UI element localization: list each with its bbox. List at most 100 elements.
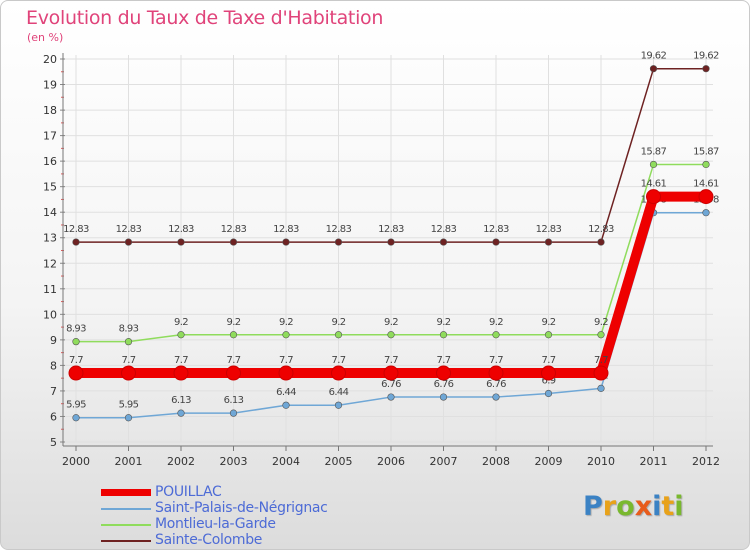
x-tick-label: 2009 bbox=[535, 455, 563, 468]
logo-letter: P bbox=[583, 491, 603, 522]
data-point bbox=[229, 238, 238, 246]
data-label: 12.83 bbox=[273, 224, 299, 235]
data-point bbox=[439, 331, 448, 339]
x-tick-label: 2011 bbox=[640, 455, 668, 468]
data-point bbox=[282, 331, 290, 339]
data-point bbox=[492, 238, 500, 246]
data-label: 15.87 bbox=[693, 146, 719, 157]
y-tick-label: 9 bbox=[50, 334, 57, 347]
series-pouillac: 7.7 7.7 7.7 7.7 7.7 7.7 7.7 7.7 7.7 7.7 7.7 14.61 14… bbox=[68, 179, 720, 381]
data-point bbox=[124, 338, 133, 346]
data-label: 7.7 bbox=[436, 355, 450, 366]
data-label: 7.7 bbox=[594, 355, 608, 366]
data-point bbox=[72, 238, 80, 246]
y-tick-label: 18 bbox=[43, 104, 57, 117]
data-point bbox=[387, 393, 395, 401]
x-tick-label: 2003 bbox=[220, 455, 248, 468]
legend-swatch bbox=[101, 508, 151, 510]
y-tick-label: 17 bbox=[43, 130, 57, 143]
data-point bbox=[331, 365, 346, 381]
data-point bbox=[488, 365, 504, 381]
data-label: 9.2 bbox=[331, 317, 345, 328]
data-label: 14.61 bbox=[693, 179, 719, 190]
data-label: 7.7 bbox=[121, 355, 135, 366]
data-point bbox=[68, 365, 84, 381]
data-point bbox=[124, 414, 133, 422]
legend-swatch bbox=[101, 540, 151, 542]
data-label: 12.83 bbox=[63, 224, 89, 235]
data-point bbox=[649, 160, 658, 169]
series-montlieu-la-garde: 8.93 8.93 9.2 9.2 9.2 9.2 9.2 9.2 9.2 9.2 9.2 15.87… bbox=[66, 146, 720, 346]
data-point bbox=[702, 160, 710, 169]
data-label: 19.62 bbox=[641, 51, 667, 62]
logo-letter: r bbox=[602, 491, 617, 522]
data-label: 8.93 bbox=[66, 324, 86, 335]
data-label: 12.83 bbox=[326, 224, 352, 235]
data-point bbox=[72, 338, 80, 346]
data-point bbox=[278, 365, 294, 381]
y-tick-label: 6 bbox=[50, 410, 57, 423]
data-point bbox=[544, 389, 553, 398]
data-point bbox=[439, 393, 448, 401]
data-label: 6.13 bbox=[171, 395, 191, 406]
data-label: 9.2 bbox=[174, 317, 188, 328]
data-point bbox=[698, 189, 714, 205]
data-point bbox=[702, 65, 710, 73]
y-tick-label: 7 bbox=[50, 385, 57, 398]
data-label: 9.2 bbox=[541, 317, 555, 328]
data-label: 7.7 bbox=[489, 355, 503, 366]
data-label: 9.2 bbox=[384, 317, 398, 328]
data-label: 6.76 bbox=[381, 379, 401, 390]
logo-letter: i bbox=[652, 491, 662, 522]
data-label: 7.7 bbox=[541, 355, 555, 366]
data-point bbox=[177, 409, 185, 417]
data-label: 5.95 bbox=[66, 400, 86, 411]
y-tick-label: 12 bbox=[43, 257, 57, 270]
legend-swatch bbox=[101, 489, 151, 496]
data-label: 9.2 bbox=[226, 317, 240, 328]
data-point bbox=[492, 331, 500, 339]
x-tick-label: 2005 bbox=[325, 455, 353, 468]
y-tick-label: 16 bbox=[43, 155, 57, 168]
data-point bbox=[646, 189, 661, 205]
data-label: 5.95 bbox=[119, 400, 139, 411]
data-point bbox=[544, 238, 553, 246]
data-point bbox=[177, 331, 185, 339]
x-tick-label: 2006 bbox=[377, 455, 405, 468]
data-point bbox=[649, 65, 658, 73]
logo-letter: o bbox=[616, 491, 635, 522]
y-tick-label: 15 bbox=[43, 181, 57, 194]
data-label: 7.7 bbox=[174, 355, 188, 366]
data-point bbox=[282, 238, 290, 246]
data-label: 7.7 bbox=[226, 355, 240, 366]
data-label: 12.83 bbox=[116, 224, 142, 235]
y-tick-label: 13 bbox=[43, 232, 57, 245]
data-point bbox=[177, 238, 185, 246]
data-label: 8.93 bbox=[119, 324, 139, 335]
data-label: 19.62 bbox=[693, 51, 719, 62]
data-label: 15.87 bbox=[641, 146, 667, 157]
data-point bbox=[72, 414, 80, 422]
y-tick-label: 5 bbox=[50, 436, 57, 449]
data-point bbox=[387, 238, 395, 246]
data-point bbox=[334, 331, 343, 339]
legend-swatch bbox=[101, 524, 151, 526]
data-label: 6.44 bbox=[276, 387, 296, 398]
data-label: 9.2 bbox=[594, 317, 608, 328]
logo-letter: i bbox=[674, 491, 684, 522]
data-point bbox=[173, 365, 189, 381]
x-tick-label: 2012 bbox=[692, 455, 720, 468]
x-tick-label: 2004 bbox=[272, 455, 300, 468]
data-label: 12.83 bbox=[378, 224, 404, 235]
proxiti-logo: Proxiti bbox=[583, 491, 684, 522]
chart-title: Evolution du Taux de Taxe d'Habitation bbox=[26, 7, 384, 29]
legend-label: Saint-Palais-de-Négrignac bbox=[155, 500, 328, 516]
data-point bbox=[124, 238, 133, 246]
data-label: 9.2 bbox=[436, 317, 450, 328]
data-label: 12.83 bbox=[221, 224, 247, 235]
data-point bbox=[439, 238, 448, 246]
y-tick-label: 14 bbox=[43, 206, 57, 219]
data-label: 14.61 bbox=[641, 179, 667, 190]
